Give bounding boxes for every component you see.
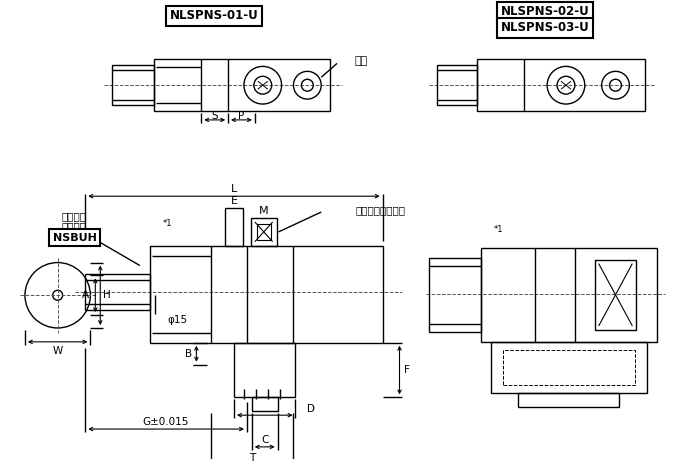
Text: L: L xyxy=(231,184,237,194)
Text: 止动螺栓: 止动螺栓 xyxy=(62,221,87,231)
Text: P: P xyxy=(238,111,244,121)
Text: NSBUH: NSBUH xyxy=(53,233,97,243)
Text: NLSPNS-01-U: NLSPNS-01-U xyxy=(170,9,258,22)
Text: B: B xyxy=(185,349,192,359)
Text: S: S xyxy=(211,111,218,121)
Text: H: H xyxy=(104,290,111,300)
Bar xyxy=(429,257,481,332)
Bar xyxy=(502,350,635,385)
Text: D: D xyxy=(307,404,315,414)
Text: A: A xyxy=(82,290,89,300)
Bar xyxy=(234,343,296,397)
Bar xyxy=(257,224,271,240)
Bar xyxy=(150,246,383,343)
Bar xyxy=(225,208,243,246)
Text: φ15: φ15 xyxy=(168,315,188,325)
Bar xyxy=(518,394,619,407)
Bar xyxy=(252,397,278,411)
Text: *1: *1 xyxy=(494,225,503,234)
Text: 内六角圆柱头螺栓: 内六角圆柱头螺栓 xyxy=(356,205,406,215)
Bar xyxy=(251,218,276,246)
Text: G±0.015: G±0.015 xyxy=(142,417,189,427)
Text: NLSPNS-02-U: NLSPNS-02-U xyxy=(501,6,589,19)
Bar xyxy=(477,59,645,111)
Text: E: E xyxy=(231,196,238,206)
Bar xyxy=(595,260,636,330)
Text: T: T xyxy=(249,453,255,463)
Text: W: W xyxy=(53,346,63,356)
Bar xyxy=(112,65,154,105)
Text: M: M xyxy=(259,206,269,216)
Text: NLSPNS-03-U: NLSPNS-03-U xyxy=(501,21,589,34)
Text: F: F xyxy=(404,364,410,375)
Bar xyxy=(86,275,150,310)
Text: C: C xyxy=(261,435,268,445)
Bar xyxy=(481,248,657,342)
Text: *1: *1 xyxy=(163,219,172,228)
Text: 带聚氨酯: 带聚氨酯 xyxy=(62,211,87,221)
Bar xyxy=(437,65,477,105)
Bar xyxy=(154,59,330,111)
Text: 主体: 主体 xyxy=(355,56,368,66)
Bar xyxy=(491,342,647,394)
